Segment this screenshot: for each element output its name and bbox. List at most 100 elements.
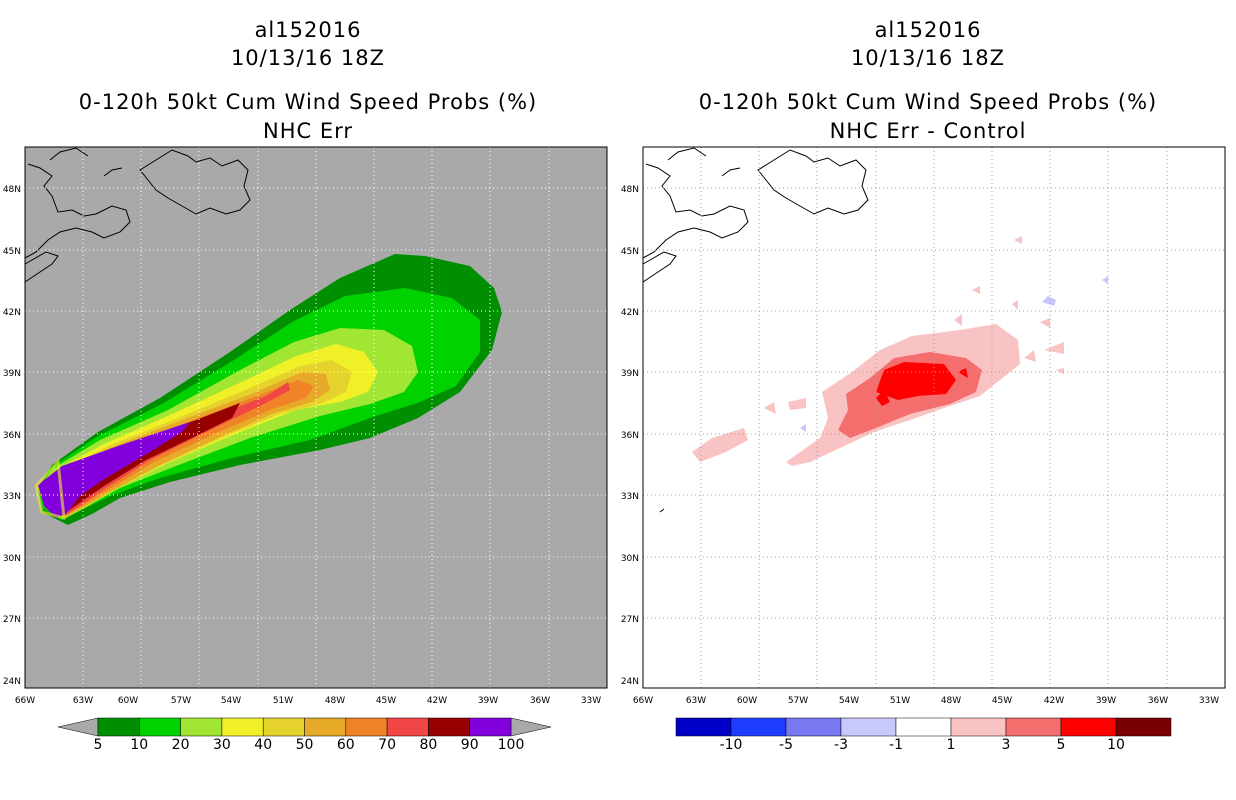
- diff-1-3-blob-f: [1040, 318, 1050, 328]
- left-product-title: 0-120h 50kt Cum Wind Speed Probs (%): [78, 90, 538, 114]
- right-colorbar-swatch: [1005, 717, 1062, 737]
- right-colorbar-swatch: [730, 717, 787, 737]
- diff-5-10-blob-2: [958, 368, 968, 378]
- diff-1-3-blob-g: [954, 314, 962, 326]
- plume-edge-ring: [34, 458, 66, 521]
- left-lat-axis: 24N 27N 30N 33N 36N 39N 42N 45N 48N: [3, 185, 21, 687]
- lat-tick-label: 48N: [3, 185, 21, 195]
- diff-1-3-blob-b: [764, 402, 776, 414]
- right-colorbar-swatch: [840, 717, 897, 737]
- right-datetime: 10/13/16 18Z: [850, 46, 1006, 70]
- lon-tick-label: 51W: [890, 696, 910, 706]
- right-colorbar-label: 10: [1107, 737, 1125, 753]
- right-colorbar-swatch: [1060, 717, 1117, 737]
- lat-tick-label: 42N: [621, 308, 639, 318]
- diff-5-10-blob: [876, 390, 890, 406]
- right-storm-id: al152016: [874, 18, 982, 42]
- lon-tick-label: 45W: [992, 696, 1012, 706]
- right-subtitle: NHC Err - Control: [829, 119, 1027, 143]
- lon-tick-label: 36W: [530, 696, 550, 706]
- lat-tick-label: 33N: [621, 492, 639, 502]
- right-product-title: 0-120h 50kt Cum Wind Speed Probs (%): [698, 90, 1158, 114]
- lon-tick-label: 33W: [1199, 696, 1219, 706]
- lon-tick-label: 33W: [581, 696, 601, 706]
- right-colorbar-swatch: [1115, 717, 1172, 737]
- diff-1-3-blob-k: [1056, 368, 1064, 374]
- right-lon-axis: 66W 63W 60W 57W 54W 51W 48W 45W 42W 39W …: [633, 696, 1219, 706]
- right-lat-axis: 24N 27N 30N 33N 36N 39N 42N 45N 48N: [621, 185, 639, 687]
- left-colorbar-swatch: [139, 717, 181, 737]
- left-colorbar-label: 90: [461, 737, 479, 753]
- lat-tick-label: 45N: [621, 247, 639, 257]
- left-colorbar-label: 70: [378, 737, 396, 753]
- right-colorbar-label: -10: [720, 737, 743, 753]
- left-colorbar-swatch: [180, 717, 223, 737]
- right-colorbar-label: -1: [889, 737, 903, 753]
- lat-tick-label: 30N: [3, 554, 21, 564]
- diff-1-3-blob-i: [972, 286, 980, 294]
- lon-tick-label: 60W: [737, 696, 757, 706]
- lon-tick-label: 39W: [478, 696, 498, 706]
- lat-tick-label: 30N: [621, 554, 639, 564]
- lon-tick-label: 42W: [1044, 696, 1064, 706]
- diff-1-3-blob-c: [788, 398, 806, 410]
- left-colorbar-swatch: [221, 717, 264, 737]
- diff-neg-1-3: [1042, 296, 1056, 306]
- left-colorbar-label: 60: [337, 737, 355, 753]
- right-grid: [643, 147, 1225, 688]
- left-probability-plume: [34, 254, 502, 525]
- left-map-frame: [24, 146, 608, 689]
- lon-tick-label: 66W: [15, 696, 35, 706]
- left-colorbar-label: 80: [419, 737, 437, 753]
- diff-1-3-blob-d: [1044, 342, 1064, 354]
- lon-tick-label: 48W: [941, 696, 961, 706]
- right-colorbar-label: -5: [779, 737, 793, 753]
- lon-tick-label: 51W: [273, 696, 293, 706]
- lon-tick-label: 63W: [73, 696, 93, 706]
- left-colorbar-label: 20: [172, 737, 190, 753]
- right-map: 66W 63W 60W 57W 54W 51W 48W 45W 42W 39W …: [621, 146, 1226, 706]
- lon-tick-label: 57W: [171, 696, 191, 706]
- lat-tick-label: 33N: [3, 492, 21, 502]
- lat-tick-label: 42N: [3, 308, 21, 318]
- left-map: 66W 63W 60W 57W 54W 51W 48W 45W 42W 39W …: [3, 146, 608, 706]
- left-storm-id: al152016: [254, 18, 362, 42]
- right-colorbar-swatch: [950, 717, 1007, 737]
- lon-tick-label: 42W: [427, 696, 447, 706]
- left-colorbar-swatch: [386, 717, 429, 737]
- left-colorbar-swatch: [262, 717, 305, 737]
- left-colorbar-label: 10: [130, 737, 148, 753]
- lat-tick-label: 24N: [621, 677, 639, 687]
- lat-tick-label: 39N: [621, 369, 639, 379]
- left-colorbar-over-arrow: [510, 717, 552, 737]
- left-colorbar: 5 10 20 30 40 50 60 70 80 90 100: [57, 717, 552, 753]
- right-map-background: [643, 147, 1225, 688]
- right-colorbar-label: -3: [834, 737, 848, 753]
- lat-tick-label: 39N: [3, 369, 21, 379]
- left-lon-axis: 66W 63W 60W 57W 54W 51W 48W 45W 42W 39W …: [15, 696, 601, 706]
- right-colorbar-label: 3: [1002, 737, 1011, 753]
- diff-neg-1-3-c: [800, 424, 806, 432]
- left-colorbar-under-arrow: [57, 717, 99, 737]
- lat-tick-label: 27N: [3, 615, 21, 625]
- right-map-frame: [642, 146, 1226, 689]
- lon-tick-label: 57W: [788, 696, 808, 706]
- diff-neg-1-3-b: [1102, 276, 1108, 284]
- left-colorbar-swatch: [469, 717, 512, 737]
- diff-1-3-blob-h: [1014, 236, 1022, 244]
- right-colorbar-label: 1: [947, 737, 956, 753]
- left-grid: [25, 147, 607, 688]
- left-colorbar-label: 100: [498, 737, 525, 753]
- lat-tick-label: 36N: [621, 431, 639, 441]
- left-colorbar-label: 50: [296, 737, 314, 753]
- left-colorbar-swatch: [304, 717, 347, 737]
- diff-1-3-blob-a: [692, 428, 748, 462]
- left-colorbar-label: 5: [94, 737, 103, 753]
- left-datetime: 10/13/16 18Z: [230, 46, 386, 70]
- right-colorbar-swatch: [785, 717, 842, 737]
- lat-tick-label: 27N: [621, 615, 639, 625]
- left-colorbar-swatch: [97, 717, 140, 737]
- lon-tick-label: 66W: [633, 696, 653, 706]
- right-colorbar-swatch: [895, 717, 952, 737]
